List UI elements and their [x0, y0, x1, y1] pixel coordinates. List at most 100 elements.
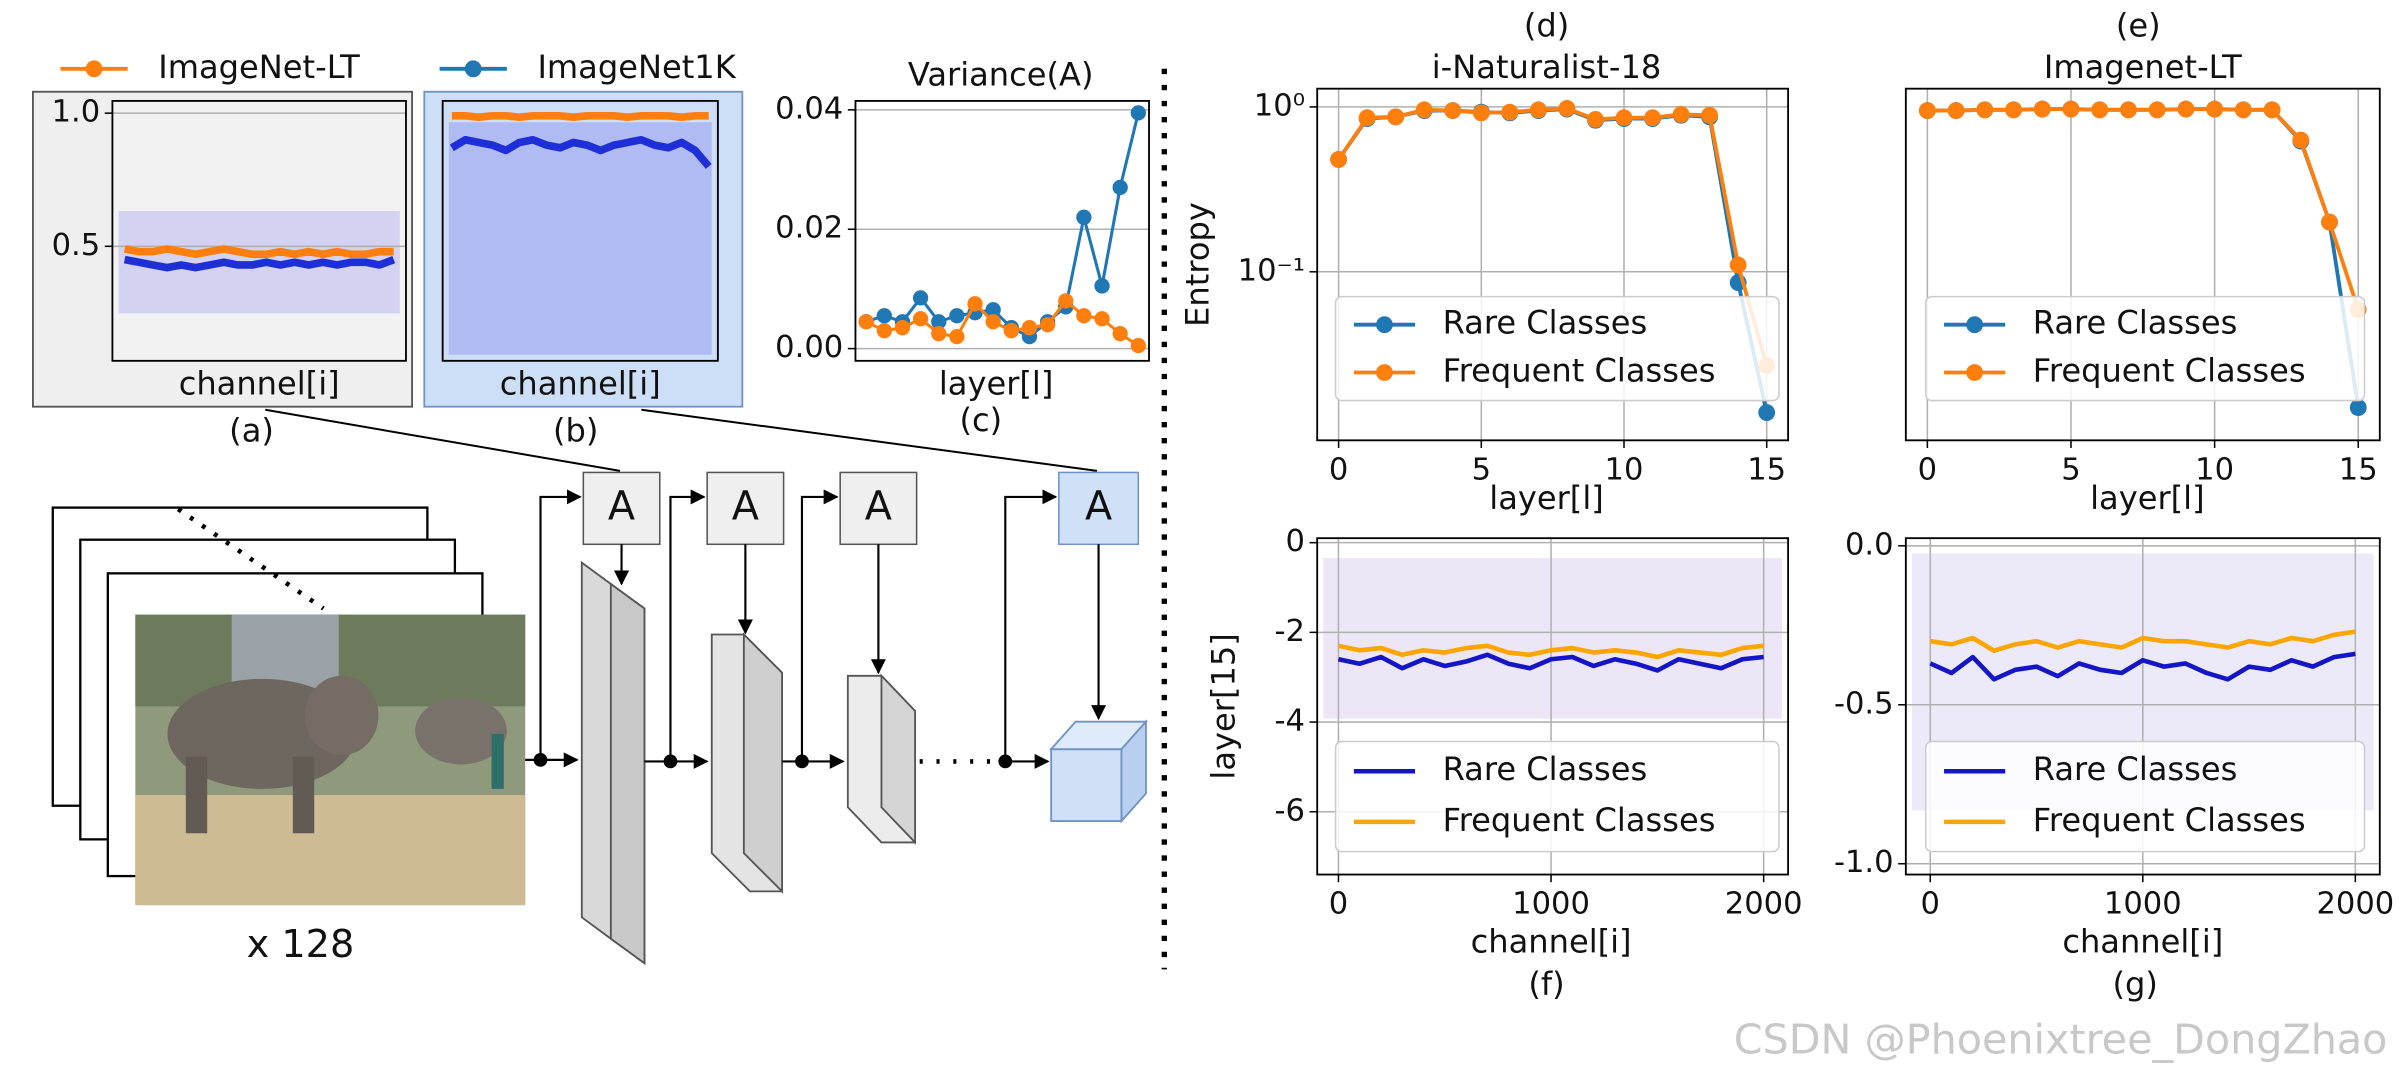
point [1501, 103, 1519, 121]
point [2091, 101, 2109, 119]
point [2234, 101, 2252, 119]
caption: (g) [2112, 965, 2157, 1003]
point [1094, 311, 1110, 327]
legend-label: Rare Classes [2033, 750, 2238, 788]
y-tick-label: 0.00 [775, 330, 843, 365]
series-line [123, 245, 394, 259]
x-tick-label: 15 [2339, 452, 2378, 487]
y-tick-label: 1.0 [52, 95, 101, 130]
y-axis-label: Entropy [1178, 202, 1216, 327]
legend-label: Frequent Classes [1443, 352, 1716, 390]
point [1918, 102, 1936, 119]
point [1058, 293, 1074, 309]
series-line [1337, 643, 1764, 660]
x-tick-label: 0 [1329, 452, 1348, 487]
point [894, 320, 911, 336]
point [1076, 308, 1092, 324]
slab-side [880, 673, 917, 845]
point [1729, 256, 1747, 274]
y-tick-label: 0.0 [1845, 527, 1894, 562]
point [1094, 278, 1110, 294]
x-tick-label: 1000 [1512, 887, 1590, 922]
y-tick-label: -0.5 [1834, 686, 1894, 721]
series-line [865, 112, 1140, 339]
caption: (c) [959, 401, 1002, 439]
y-tick-label: 0.02 [775, 211, 843, 246]
legend-marker [85, 60, 103, 78]
cube [1050, 748, 1123, 822]
point [949, 329, 965, 345]
legend-marker [1376, 364, 1393, 381]
x-tick-label: 0 [1329, 887, 1348, 922]
point [1358, 109, 1376, 127]
point [1415, 101, 1433, 119]
y-tick-label: 10⁰ [1254, 88, 1305, 123]
slab-side [609, 582, 646, 966]
noise-band [1323, 558, 1782, 719]
point [931, 314, 947, 330]
point [1039, 317, 1056, 333]
series-line [1337, 106, 1769, 367]
point [1976, 101, 1994, 119]
legend-box [1334, 740, 1780, 853]
image-stack [51, 506, 526, 906]
point [2148, 101, 2166, 119]
plot-frame [1904, 537, 2381, 876]
legend-label: Rare Classes [2033, 304, 2238, 342]
network [580, 560, 1149, 966]
point [2033, 100, 2051, 118]
point [1021, 320, 1038, 336]
legend-label: ImageNet-LT [158, 48, 360, 86]
point [931, 326, 947, 342]
x-axis-label: channel[i] [1471, 922, 1632, 960]
point [1003, 323, 1019, 339]
plot-frame [1316, 537, 1790, 876]
x-tick-label: 10 [2195, 452, 2234, 487]
point [1558, 99, 1576, 117]
point [985, 302, 1001, 318]
cube-side [1120, 719, 1147, 824]
point [2206, 100, 2224, 118]
legend-marker [1966, 316, 1984, 334]
chart-title: Variance(A) [908, 55, 1094, 93]
panel-label: (d) [1524, 7, 1569, 45]
point [949, 308, 965, 324]
point [1112, 179, 1128, 196]
connector [265, 408, 621, 472]
point [1112, 326, 1128, 342]
point [1701, 106, 1719, 124]
series-line [123, 255, 396, 272]
caption: (a) [229, 412, 274, 450]
junctions [533, 752, 1013, 769]
y-axis-label: layer[15] [1204, 633, 1242, 779]
point [2177, 100, 2195, 118]
point [985, 314, 1001, 330]
caption: (b) [553, 412, 598, 450]
legend-label: ImageNet1K [537, 48, 736, 86]
point [1529, 101, 1547, 119]
photo [135, 614, 526, 906]
point [1587, 110, 1604, 128]
point [1076, 209, 1092, 225]
legend-label: Rare Classes [1443, 304, 1648, 342]
x-tick-label: 2000 [2316, 887, 2394, 922]
y-tick-label: 0 [1286, 524, 1305, 559]
point [1387, 108, 1405, 126]
x-tick-label: 5 [1472, 452, 1491, 487]
point [1130, 105, 1146, 121]
x-tick-label: 0 [1921, 887, 1940, 922]
point [2292, 131, 2310, 149]
panel-label: (e) [2116, 7, 2161, 45]
plot-frame [111, 99, 407, 362]
y-tick-label: 0.04 [775, 91, 843, 126]
x-tick-label: 15 [1747, 452, 1786, 487]
plot-frame [1904, 87, 2381, 442]
connector [641, 408, 1098, 472]
y-tick-label: -6 [1274, 793, 1304, 828]
plot-frame [1316, 87, 1790, 442]
x-axis-label: channel[i] [179, 364, 340, 402]
noise-band [448, 122, 712, 355]
chart-title: i-Naturalist-18 [1432, 48, 1662, 86]
